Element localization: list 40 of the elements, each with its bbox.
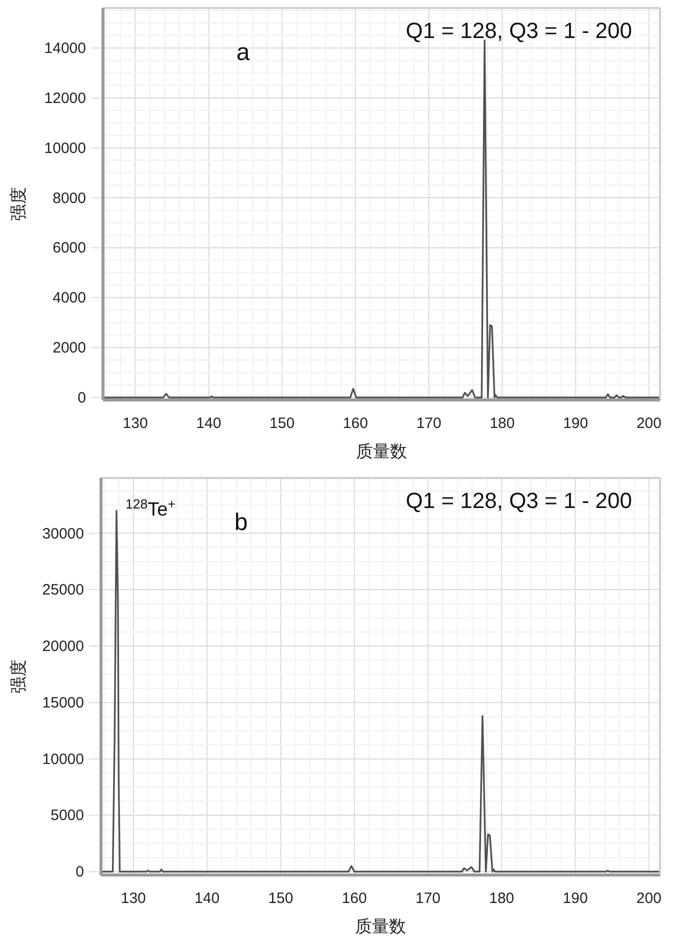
x-tick-label: 130: [122, 415, 148, 432]
x-axis-title: 质量数: [355, 917, 406, 936]
x-tick-label: 190: [562, 890, 588, 907]
x-tick-label: 140: [194, 890, 220, 907]
x-tick-label: 140: [196, 415, 222, 432]
y-tick-label: 0: [78, 390, 86, 407]
x-tick-label: 150: [268, 890, 294, 907]
x-tick-label: 200: [636, 415, 662, 432]
annotation: b: [234, 509, 248, 536]
y-tick-label: 4000: [52, 290, 86, 307]
y-tick-label: 10000: [42, 750, 84, 768]
x-axis-title: 质量数: [356, 442, 407, 461]
annotation: $^{128}$Te$^{+}$: [125, 496, 176, 521]
y-tick-label: 12000: [44, 90, 86, 107]
x-tick-label: 180: [490, 415, 515, 432]
y-tick-label: 6000: [52, 240, 86, 257]
x-tick-label: 170: [416, 415, 442, 432]
annotation: Q1 = 128, Q3 = 1 - 200: [406, 488, 632, 513]
y-tick-label: 5000: [50, 807, 84, 824]
x-tick-label: 190: [563, 415, 588, 432]
y-tick-label: 8000: [52, 190, 86, 207]
y-tick-label: 25000: [42, 582, 84, 599]
y-tick-label: 30000: [42, 525, 84, 542]
x-tick-label: 160: [342, 415, 368, 432]
x-tick-label: 180: [489, 890, 514, 907]
x-tick-label: 200: [636, 890, 662, 907]
y-tick-label: 14000: [44, 40, 86, 57]
y-tick-label: 20000: [42, 638, 84, 656]
y-axis-title: 强度: [8, 660, 28, 694]
y-tick-label: 0: [76, 864, 84, 881]
x-tick-label: 130: [120, 890, 146, 907]
y-tick-label: 10000: [44, 140, 86, 157]
x-tick-label: 150: [270, 415, 295, 432]
annotation: Q1 = 128, Q3 = 1 - 200: [406, 18, 632, 43]
y-tick-label: 2000: [52, 340, 86, 357]
y-tick-label: 15000: [42, 694, 84, 712]
y-axis-title: 强度: [8, 187, 28, 221]
x-tick-label: 160: [342, 890, 367, 907]
x-tick-label: 170: [415, 890, 441, 907]
annotation: a: [236, 39, 250, 66]
